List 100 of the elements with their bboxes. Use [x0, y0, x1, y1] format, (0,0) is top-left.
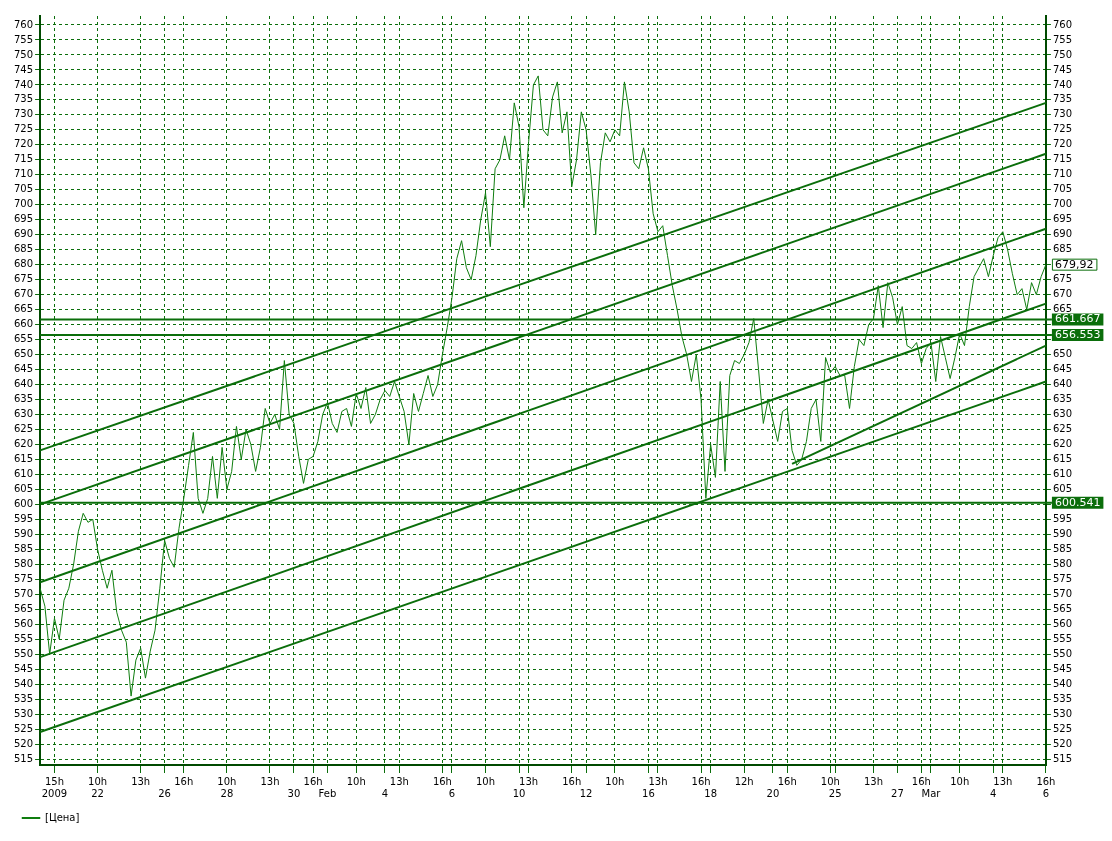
y2-tick-label: 675: [1052, 273, 1073, 285]
x-tick-label: Feb: [318, 787, 337, 799]
x-tick-label: 4: [990, 787, 997, 799]
y-tick-label: 680: [13, 258, 34, 270]
x-tick-label: 10h: [820, 775, 840, 787]
y2-tick-label: 630: [1052, 408, 1073, 420]
x-tick-label: 16h 6: [1036, 775, 1056, 799]
x-tick-label: 6: [448, 787, 456, 799]
y2-tick-label: 580: [1052, 557, 1073, 569]
x-tick-label: 25: [828, 787, 842, 799]
y2-tick-label: 545: [1052, 662, 1073, 674]
x-tick-label: 10: [512, 787, 526, 799]
y2-tick-label: 575: [1052, 572, 1073, 584]
y-tick-label: 660: [13, 318, 34, 330]
y-tick-label: 565: [13, 602, 34, 614]
x-tick-label: 16h: [691, 775, 711, 787]
y2-tick-label: 740: [1052, 78, 1073, 90]
y2-tick-label: 525: [1052, 722, 1073, 734]
y-tick-label: 745: [13, 63, 34, 75]
y-tick-label: 530: [13, 707, 34, 719]
y-tick-label: 575: [13, 572, 34, 584]
y2-tick-label: 590: [1052, 527, 1073, 539]
x-tick-label: 12h: [734, 775, 754, 787]
y-tick-label: 585: [13, 542, 34, 554]
y2-tick-label: 695: [1052, 213, 1073, 225]
y-tick-label: 555: [13, 632, 34, 644]
y-tick-label: 520: [13, 737, 34, 749]
y-tick-label: 590: [13, 527, 34, 539]
y2-tick-label: 570: [1052, 587, 1073, 599]
y2-tick-label: 565: [1052, 602, 1073, 614]
y-tick-label: 580: [13, 557, 34, 569]
y-tick-label: 735: [13, 93, 34, 105]
y-tick-label: 690: [13, 228, 34, 240]
y2-tick-label: 540: [1052, 677, 1073, 689]
y2-tick-label: 520: [1052, 737, 1073, 749]
y2-tick-label: 720: [1052, 138, 1073, 150]
y-tick-label: 695: [13, 213, 34, 225]
y2-tick-label: 685: [1052, 243, 1073, 255]
y2-tick-label: 585: [1052, 542, 1073, 554]
y2-tick-label: 700: [1052, 198, 1073, 210]
y2-tick-label: 555: [1052, 632, 1073, 644]
y-tick-label: 605: [13, 482, 34, 494]
y-tick-label: 595: [13, 512, 34, 524]
y-tick-label: 710: [13, 168, 34, 180]
y-tick-label: 665: [13, 303, 34, 315]
y-tick-label: 560: [13, 617, 34, 629]
legend-label: [Цена]: [45, 811, 80, 823]
y2-tick-label: 710: [1052, 168, 1073, 180]
y2-tick-label: 535: [1052, 692, 1073, 704]
y-tick-label: 760: [13, 18, 34, 30]
y-tick-label: 635: [13, 393, 34, 405]
y-tick-label: 640: [13, 378, 34, 390]
y-tick-label: 645: [13, 363, 34, 375]
x-tick-label: 10h: [475, 775, 496, 787]
y2-tick-label: 645: [1052, 363, 1073, 375]
y2-tick-label: 615: [1052, 453, 1073, 464]
x-tick-label: 13h: [389, 775, 409, 787]
y2-tick-label: 560: [1052, 617, 1073, 629]
x-tick-label: 20: [766, 787, 780, 799]
x-tick-label: 10h: [950, 775, 970, 787]
y2-tick-label: 605: [1052, 482, 1073, 494]
y-tick-label: 515: [13, 752, 34, 764]
x-tick-label: 13h: [519, 775, 539, 787]
x-tick-label: 13h: [260, 775, 280, 787]
y-tick-label: 700: [13, 198, 34, 210]
x-tick-label: 4: [381, 787, 389, 799]
x-tick-label: 10h: [605, 775, 625, 787]
x-tick-label: 13h: [993, 775, 1013, 787]
y2-tick-label: 550: [1052, 647, 1073, 659]
y2-tick-label: 730: [1052, 108, 1073, 120]
x-tick-label: 12: [579, 787, 593, 799]
x-tick-label: 13h: [863, 775, 884, 787]
x-tick-label: 30: [287, 787, 301, 799]
y2-tick-label: 635: [1052, 393, 1073, 405]
x-tick-label: 16h: [174, 775, 194, 787]
x-tick-label: 13h: [131, 775, 151, 787]
x-tick-label: 10h 28: [217, 775, 237, 799]
y2-tick-label: 610: [1052, 467, 1073, 479]
y-tick-label: 720: [13, 138, 34, 150]
y2-tick-label: 620: [1052, 438, 1073, 450]
y2-tick-label: 515: [1052, 752, 1073, 764]
y-tick-label: 650: [13, 348, 34, 360]
y2-tick-label: 715: [1052, 153, 1073, 165]
y2-tick-label: 690: [1052, 228, 1073, 240]
ref-line-label: 661.667: [1054, 312, 1101, 326]
y2-tick-label: 755: [1052, 33, 1073, 45]
x-tick-label: 16h: [432, 775, 452, 787]
x-tick-label: 16h: [911, 775, 931, 787]
x-tick-label: 16: [642, 787, 655, 799]
y-tick-label: 535: [13, 692, 34, 704]
x-tick-label: 26: [158, 787, 171, 799]
y-tick-label: 545: [13, 662, 34, 674]
y-tick-label: 550: [13, 647, 34, 659]
y2-tick-label: 595: [1052, 512, 1073, 524]
x-tick-label: 10h 22: [88, 775, 108, 799]
y2-tick-label: 670: [1052, 288, 1073, 300]
y-tick-label: 755: [13, 33, 34, 45]
y-tick-label: 670: [13, 288, 34, 300]
y2-tick-label: 665: [1052, 303, 1073, 315]
x-tick-label: 16h: [562, 775, 582, 787]
